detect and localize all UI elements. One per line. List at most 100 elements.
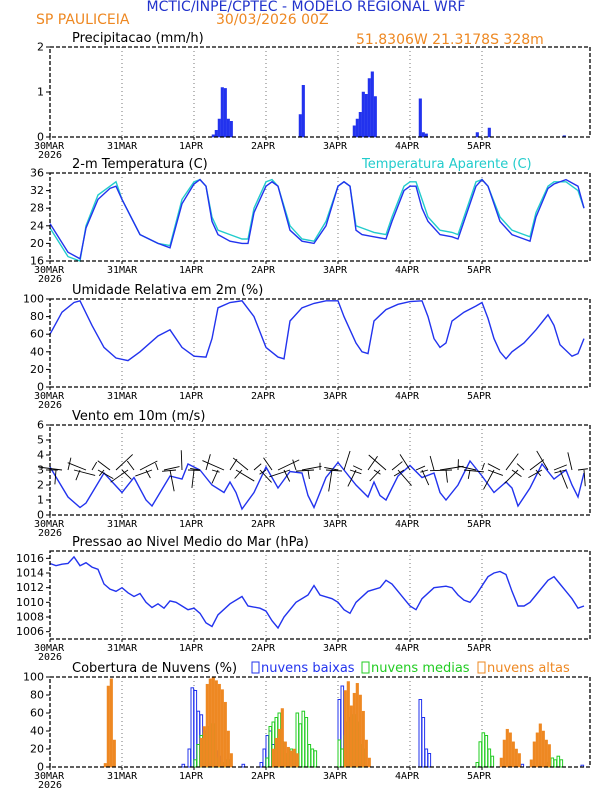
bar-nuvens-altas (547, 744, 551, 768)
bar-nuvens-altas (205, 683, 209, 768)
legend-nuvens-altas: nuvens altas (487, 661, 570, 676)
bar-precipitacao (226, 118, 230, 138)
y-tick-label: 100 (23, 293, 44, 306)
bar-nuvens-baixas (241, 763, 246, 768)
wind-vector (259, 469, 272, 483)
bar-nuvens-altas (517, 753, 521, 768)
y-tick-label: 16 (30, 255, 44, 268)
bar-nuvens-altas (217, 683, 221, 768)
legend-swatch (251, 661, 260, 674)
panel-title: Umidade Relativa em 2m (%) (72, 283, 263, 298)
x-tick-label: 4APR (395, 771, 420, 782)
bar-precipitacao (352, 125, 356, 138)
legend-nuvens-baixas: nuvens baixas (261, 661, 355, 676)
bar-nuvens-medias (478, 741, 483, 768)
bar-precipitacao (217, 118, 221, 138)
bar-nuvens-altas (106, 685, 110, 768)
x-tick-label: 4APR (395, 519, 420, 530)
model-title: MCTIC/INPE/CPTEC - MODELO REGIONAL WRF (147, 0, 466, 15)
x-tick-label: 30MAR (34, 265, 65, 276)
y-tick-label: 1006 (16, 625, 44, 638)
wind-vector (343, 450, 351, 471)
x-tick-label: 31MAR (107, 265, 138, 276)
bar-nuvens-altas (352, 692, 356, 768)
wind-vector (529, 459, 545, 471)
x-tick-label: 2APR (251, 265, 276, 276)
wind-vector (553, 464, 567, 471)
wind-vector (483, 469, 495, 490)
y-tick-label: 40 (30, 345, 44, 358)
series-line-pres (49, 555, 585, 630)
x-tick-label: 5APR (467, 391, 492, 402)
wind-vector (393, 469, 405, 477)
x-tick-label: 1APR (179, 141, 204, 152)
y-tick-label: 0 (37, 131, 44, 144)
wind-vector (110, 469, 129, 483)
bar-nuvens-altas (226, 730, 230, 768)
y-tick-label: 20 (30, 743, 44, 756)
y-tick-label: 1 (37, 86, 44, 99)
y-tick-label: 1 (37, 494, 44, 507)
wind-vector (429, 469, 453, 472)
bar-nuvens-altas (508, 732, 512, 768)
panel-frame (49, 298, 591, 388)
x-tick-label: 5APR (467, 519, 492, 530)
x-tick-label: 30MAR (34, 643, 65, 654)
bar-precipitacao (220, 87, 224, 138)
bar-nuvens-altas (229, 753, 233, 768)
y-tick-label: 2 (37, 479, 44, 492)
y-tick-label: 0 (37, 509, 44, 522)
legend-swatch (477, 661, 486, 674)
bar-nuvens-baixas (259, 762, 264, 768)
wind-vector (487, 463, 501, 471)
x-tick-label: 2APR (251, 391, 276, 402)
wind-vector (180, 450, 183, 471)
run-datetime: 30/03/2026 00Z (216, 12, 329, 28)
bar-nuvens-altas (343, 690, 347, 768)
bar-nuvens-altas (103, 763, 107, 768)
bar-nuvens-medias (265, 757, 270, 768)
x-tick-label: 3APR (323, 265, 348, 276)
y-tick-label: 20 (30, 237, 44, 250)
x-tick-label: 4APR (395, 265, 420, 276)
panel-rh: 0 20 40 60 80 100 Umidade Relativa em 2m (%) 30… (23, 283, 591, 411)
y-tick-label: 1010 (16, 596, 44, 609)
bar-nuvens-baixas (424, 748, 429, 768)
y-tick-label: 2 (37, 41, 44, 54)
panel-temp: 16 20 24 28 32 36 2-m Temperatura (C) 30MAR 31MA… (30, 157, 591, 285)
wind-vector (259, 469, 267, 475)
wind-vector (505, 453, 519, 471)
x-tick-label: 2APR (251, 771, 276, 782)
series-line-temp (49, 178, 585, 262)
bar-nuvens-baixas (193, 690, 198, 768)
bar-nuvens-medias (310, 748, 315, 768)
x-tick-label: 4APR (395, 391, 420, 402)
y-tick-label: 1008 (16, 611, 44, 624)
wind-vector (458, 465, 477, 471)
y-tick-label: 60 (30, 707, 44, 720)
bar-nuvens-altas (358, 694, 362, 768)
x-tick-label: 30MAR (34, 519, 65, 530)
bar-precipitacao (487, 127, 491, 138)
wind-vector (369, 469, 381, 482)
wind-vector (399, 454, 411, 471)
wind-vector (211, 469, 220, 473)
wind-vector (97, 469, 114, 479)
wind-vector (467, 469, 471, 479)
wind-vector (415, 465, 426, 471)
panel-title: 2-m Temperatura (C) (72, 157, 208, 172)
x-tick-label: 30MAR (34, 771, 65, 782)
x-tick-label: 5APR (467, 771, 492, 782)
y-tick-label: 24 (30, 219, 44, 232)
wind-vector (487, 469, 503, 476)
x-tick-label: 5APR (467, 265, 492, 276)
wind-vector (504, 469, 519, 484)
panel-wind: 0 1 2 3 4 5 6 Vento em 10m (m/s) 30MAR 31MAR 1APR 2… (34, 409, 591, 539)
y-tick-label: 1014 (16, 567, 44, 580)
bar-nuvens-medias (481, 732, 486, 768)
bar-nuvens-altas (514, 748, 518, 768)
wind-vector (577, 468, 588, 471)
wind-vector (163, 466, 180, 471)
wind-vector (567, 452, 573, 471)
x-tick-label: 2APR (251, 643, 276, 654)
